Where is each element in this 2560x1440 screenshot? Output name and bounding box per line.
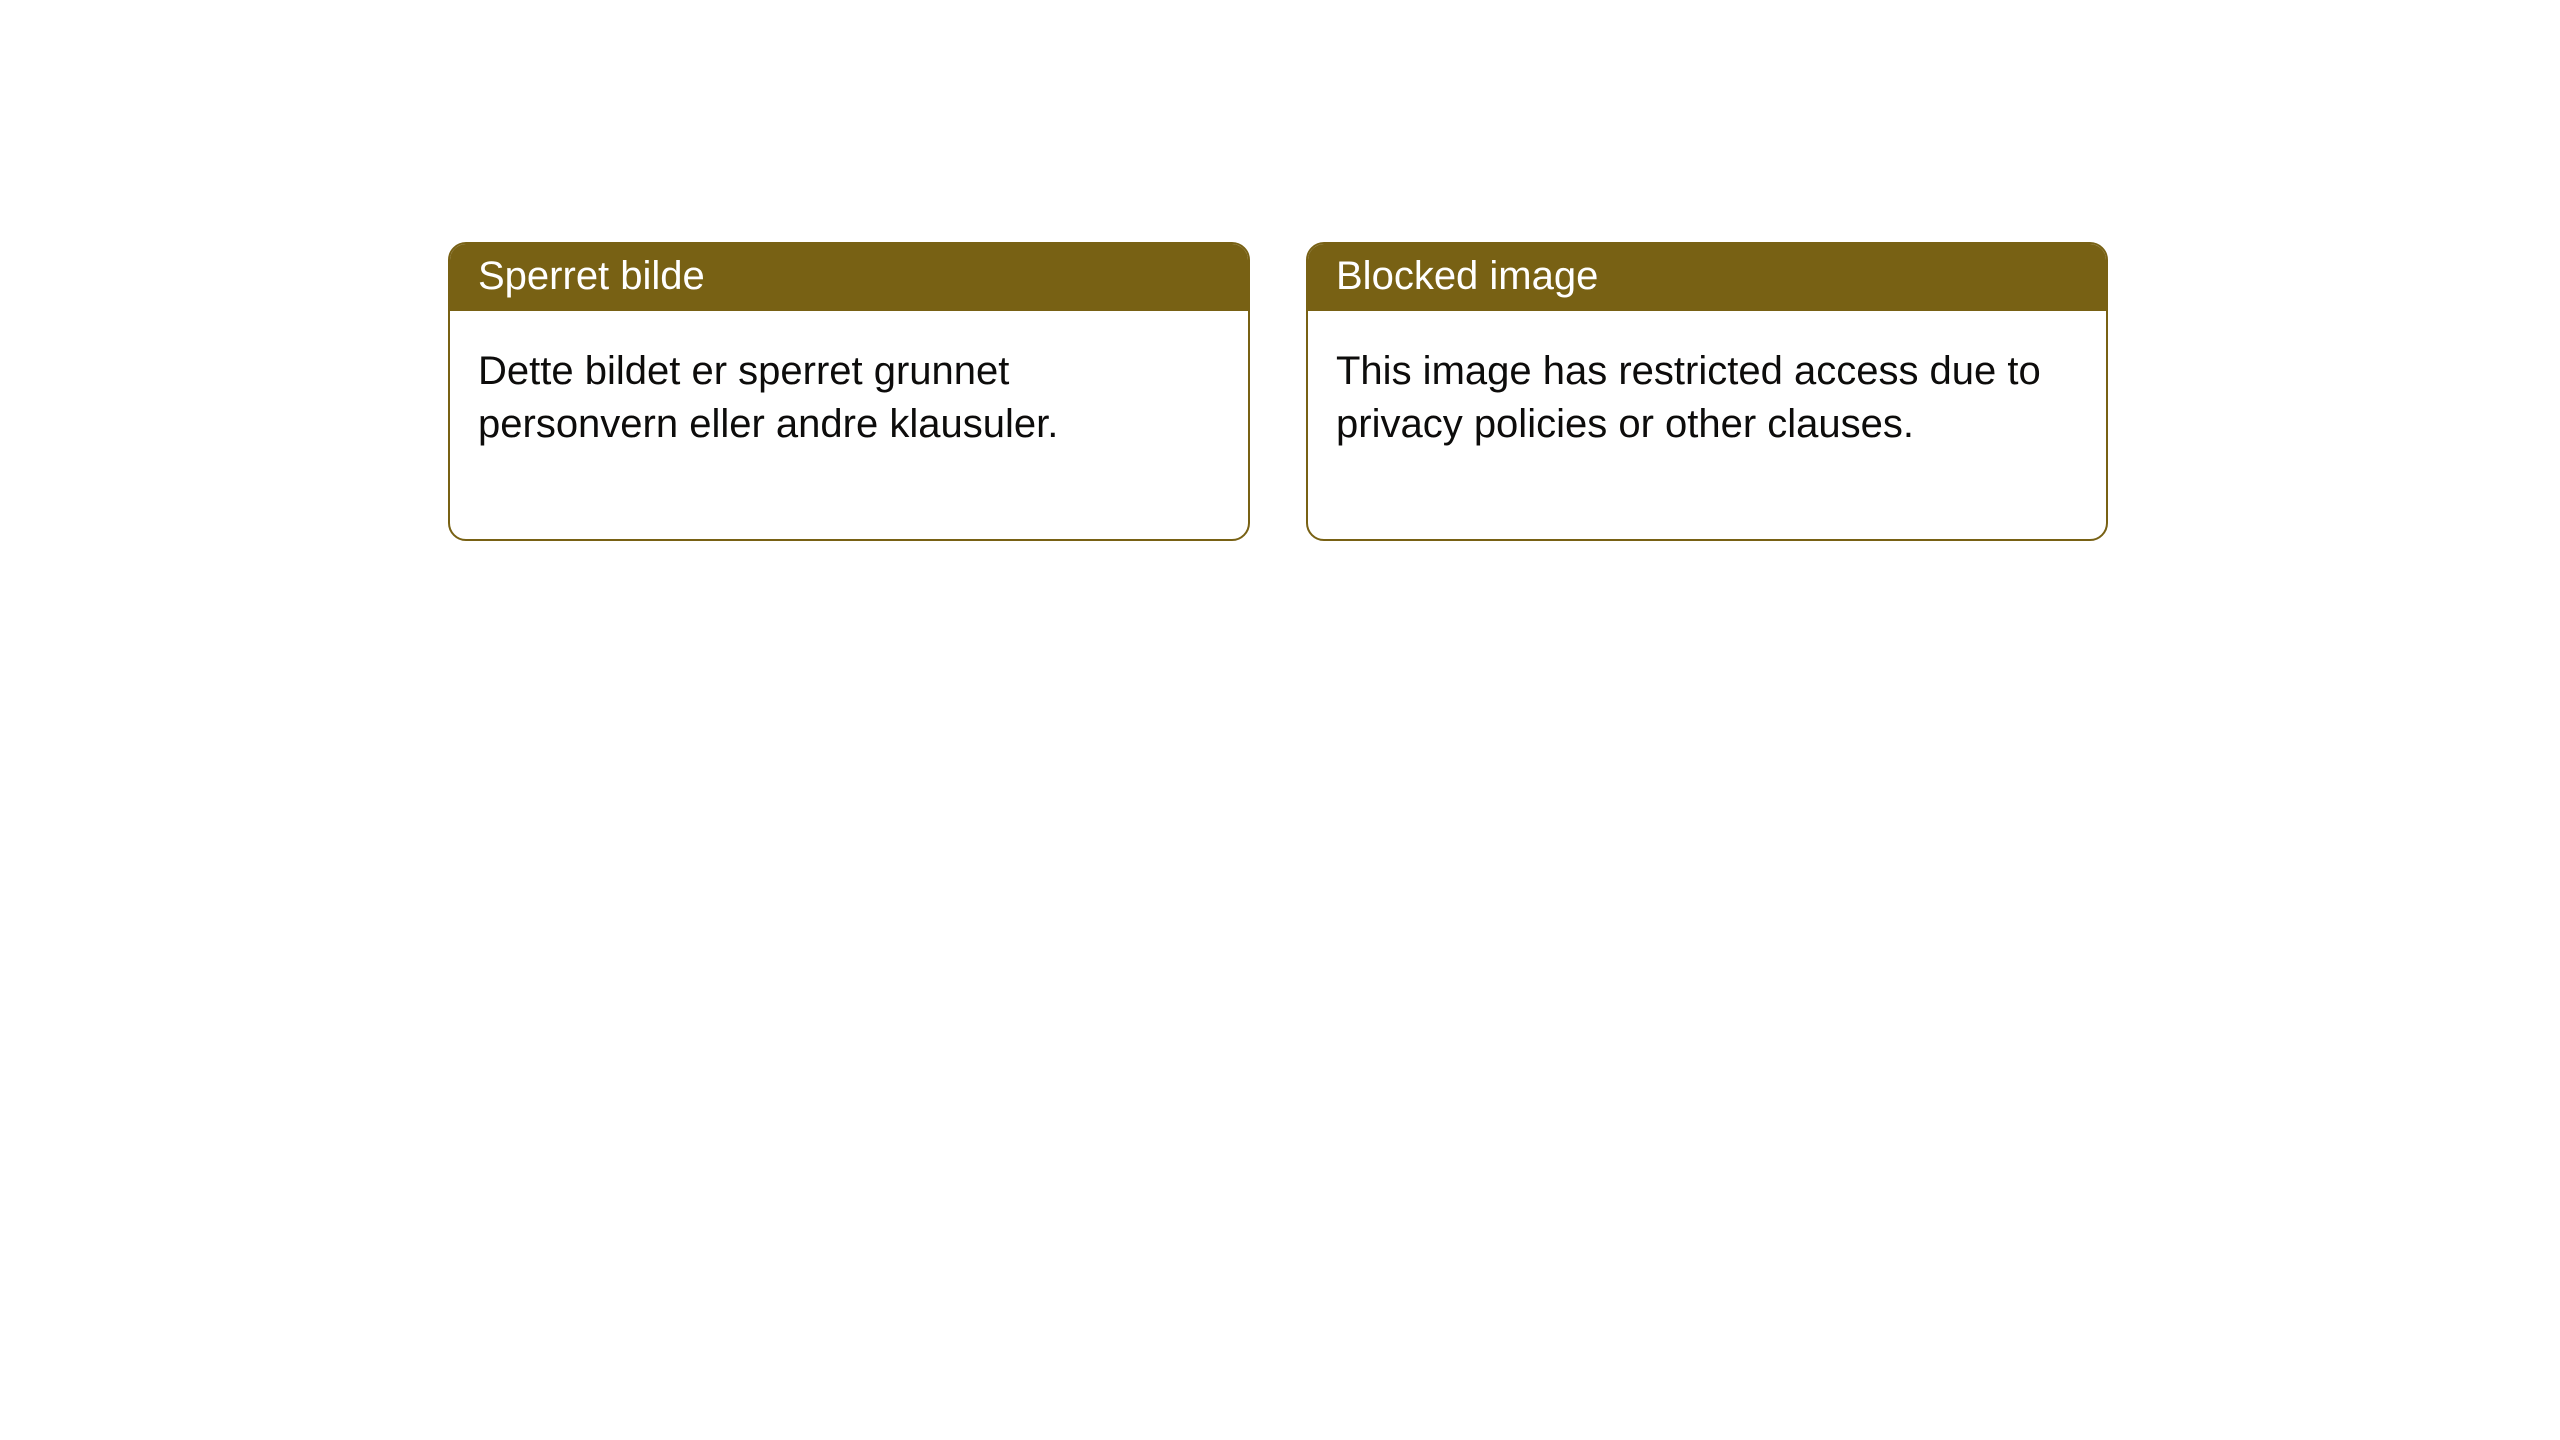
card-body-text: This image has restricted access due to … — [1336, 349, 2041, 446]
notice-cards-container: Sperret bilde Dette bildet er sperret gr… — [0, 0, 2560, 541]
card-title: Blocked image — [1336, 254, 1598, 298]
card-body: This image has restricted access due to … — [1308, 311, 2106, 539]
card-body-text: Dette bildet er sperret grunnet personve… — [478, 349, 1058, 446]
card-title: Sperret bilde — [478, 254, 705, 298]
card-header: Blocked image — [1308, 244, 2106, 311]
card-body: Dette bildet er sperret grunnet personve… — [450, 311, 1248, 539]
card-header: Sperret bilde — [450, 244, 1248, 311]
notice-card-norwegian: Sperret bilde Dette bildet er sperret gr… — [448, 242, 1250, 541]
notice-card-english: Blocked image This image has restricted … — [1306, 242, 2108, 541]
